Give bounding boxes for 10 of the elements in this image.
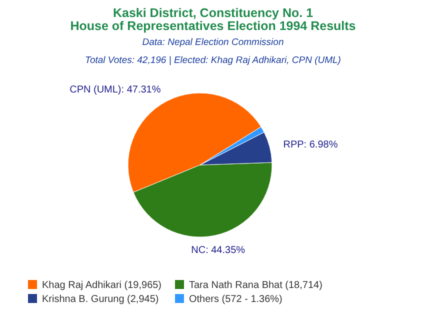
chart-title: Kaski District, Constituency No. 1 House of Representatives Election 1994 Results: [70, 6, 356, 33]
data-label: CPN (UML): 47.31%: [70, 84, 161, 96]
legend-label: Khag Raj Adhikari (19,965): [42, 280, 162, 291]
data-label: RPP: 6.98%: [283, 139, 338, 150]
legend-label: Others (572 - 1.36%): [189, 294, 282, 305]
data-label: NC: 44.35%: [191, 245, 246, 256]
chart-subtitle: Data: Nepal Election Commission: [142, 37, 284, 48]
legend-label: Krishna B. Gurung (2,945): [42, 294, 159, 305]
legend-label: Tara Nath Rana Bhat (18,714): [189, 280, 322, 291]
text: Total Votes: 42,196 | Elected: Khag Raj Adhikari, CPN (UML): [85, 55, 341, 66]
